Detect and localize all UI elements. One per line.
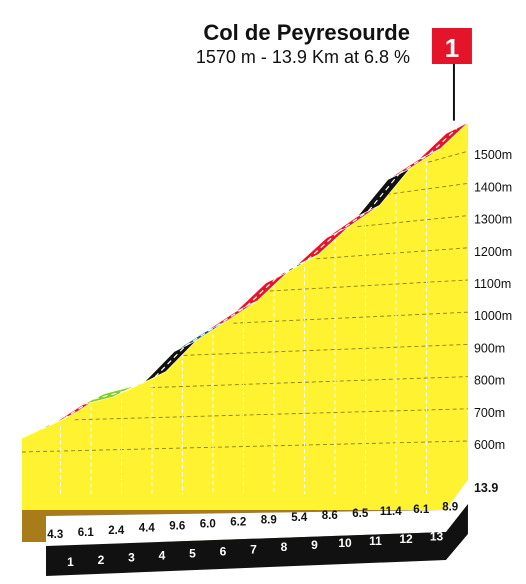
- y-tick-label: 600m: [474, 438, 505, 452]
- y-tick-label: 1200m: [474, 245, 512, 259]
- grid-line: [21, 440, 468, 453]
- gradient-label: 8.6: [322, 510, 338, 522]
- road-centerline: [429, 127, 458, 155]
- ground-front-band: [46, 504, 468, 576]
- category-badge: [431, 28, 472, 64]
- km-label: 7: [250, 542, 257, 556]
- y-tick-label: 800m: [474, 374, 505, 388]
- grid-line: [316, 247, 468, 260]
- y-tick-label: 900m: [474, 341, 505, 355]
- grid-line: [150, 376, 468, 389]
- summit-flag-group: 1: [431, 28, 472, 121]
- y-tick-label: 1000m: [474, 309, 512, 323]
- road-centerline: [307, 231, 339, 261]
- gradient-label: 6.2: [230, 516, 246, 528]
- y-tick-label: 1100m: [474, 277, 511, 291]
- gradient-label: 11.4: [380, 506, 402, 518]
- grid-line: [269, 279, 468, 292]
- km-label: 3: [128, 551, 135, 565]
- gradient-label: 2.4: [108, 525, 125, 537]
- grid-group: [21, 150, 469, 494]
- labels-group: 600m 700m 800m 900m 1000m 1100m 1200m 1300m 1400…: [47, 148, 512, 569]
- climb-title: Col de Peyresourde: [203, 20, 410, 45]
- km-label: 2: [98, 553, 105, 567]
- y-tick-label: 1300m: [474, 213, 512, 227]
- road-centerline: [185, 325, 217, 347]
- gradient-label: 4.3: [47, 529, 63, 541]
- ground-base-group: [22, 480, 468, 576]
- road-strip-group: [21, 122, 469, 439]
- road-centerline: [276, 259, 308, 278]
- y-tick-label: 700m: [474, 406, 505, 420]
- km-label: 4: [159, 549, 166, 563]
- road-centerline: [246, 276, 278, 307]
- grid-line: [357, 215, 468, 228]
- gradient-label: 4.4: [139, 523, 156, 535]
- km-label: 10: [338, 536, 352, 550]
- gradient-label: 9.6: [169, 521, 185, 533]
- gradient-label: 8.9: [442, 502, 458, 514]
- y-tick-label: 1500m: [474, 148, 512, 162]
- gradient-label: 8.9: [261, 514, 277, 526]
- gradient-label: 6.5: [352, 508, 369, 520]
- profile-area: [22, 122, 468, 510]
- km-label: 11: [369, 534, 382, 548]
- profile-fill-group: [22, 122, 468, 510]
- km-label: 5: [189, 547, 196, 561]
- road-centerline: [368, 173, 400, 212]
- gradient-label: 6.1: [78, 527, 95, 539]
- category-badge-label: 1: [445, 33, 459, 63]
- ground-top-band: [46, 480, 468, 546]
- distance-end-label: 13.9: [474, 481, 498, 495]
- road-centerline: [154, 345, 186, 378]
- grid-line: [74, 408, 468, 421]
- km-label: 6: [220, 544, 227, 558]
- gradient-label: 5.4: [291, 512, 308, 524]
- y-tick-label: 1400m: [474, 180, 512, 194]
- km-label: 9: [311, 538, 318, 552]
- km-label: 1: [67, 555, 74, 569]
- climb-subtitle: 1570 m - 13.9 Km at 6.8 %: [195, 47, 410, 67]
- gradient-label: 6.0: [200, 519, 216, 531]
- km-label: 12: [399, 532, 413, 546]
- grid-line: [183, 343, 468, 356]
- road-centerline: [337, 210, 369, 233]
- road-centerline: [398, 153, 430, 175]
- km-label: 13: [430, 530, 444, 544]
- km-label: 8: [281, 540, 288, 554]
- road-centerline: [215, 305, 247, 327]
- gradient-label: 6.1: [413, 504, 430, 516]
